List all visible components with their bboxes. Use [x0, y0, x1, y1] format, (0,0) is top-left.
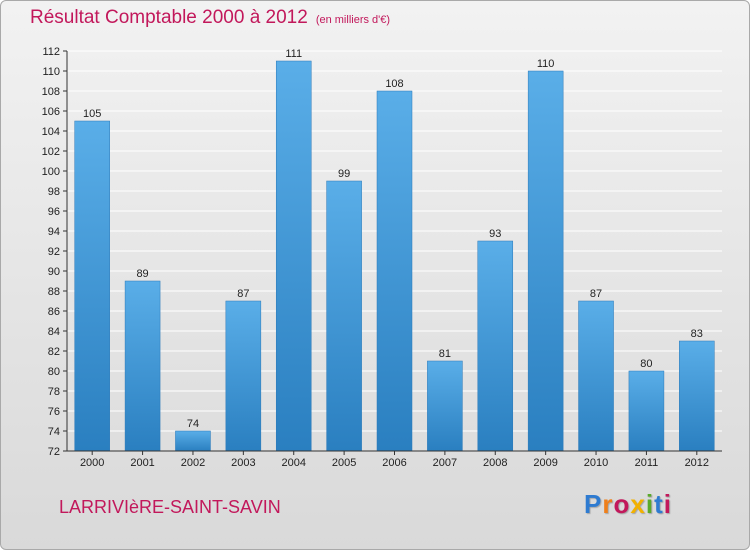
y-tick-label: 78	[48, 386, 60, 398]
data-label: 110	[537, 58, 555, 70]
bar-2011	[628, 370, 665, 452]
bars	[74, 60, 715, 452]
data-label: 74	[187, 418, 199, 430]
chart-subtitle: (en milliers d'€)	[315, 14, 391, 26]
y-tick-label: 98	[48, 186, 60, 198]
bar-2001	[124, 280, 161, 452]
y-tick-label: 112	[42, 46, 60, 58]
y-tick-label: 92	[48, 246, 60, 258]
data-label: 89	[136, 268, 148, 280]
logo-letter: t	[654, 489, 664, 519]
data-label: 87	[237, 288, 249, 300]
y-tick-label: 90	[48, 266, 60, 278]
bar-2006	[376, 90, 413, 452]
logo-letter: o	[613, 489, 631, 519]
y-tick-label: 74	[48, 426, 60, 438]
bar-2009	[527, 70, 564, 452]
logo-letter: i	[663, 489, 672, 519]
x-tick-label: 2001	[130, 457, 154, 469]
x-tick-label: 2004	[281, 457, 305, 469]
logo-letter: P	[584, 489, 603, 519]
y-tick-label: 82	[48, 346, 60, 358]
y-tick-label: 100	[42, 166, 60, 178]
y-tick-label: 96	[48, 206, 60, 218]
data-label: 99	[338, 168, 350, 180]
logo-letter: r	[602, 489, 614, 519]
y-tick-label: 104	[42, 126, 60, 138]
x-tick-label: 2005	[332, 457, 356, 469]
x-tick-label: 2000	[80, 457, 104, 469]
x-tick-label: 2011	[635, 457, 659, 469]
y-tick-label: 72	[48, 446, 60, 458]
data-label: 81	[439, 348, 451, 360]
y-tick-label: 88	[48, 286, 60, 298]
x-tick-label: 2002	[181, 457, 205, 469]
y-tick-label: 110	[42, 66, 60, 78]
y-tick-label: 84	[48, 326, 60, 338]
bar-2007	[427, 360, 463, 452]
bar-2004	[275, 60, 312, 452]
x-tick-label: 2009	[533, 457, 557, 469]
bar-2012	[679, 340, 715, 452]
bar-2002	[175, 430, 211, 452]
y-tick-label: 76	[48, 406, 60, 418]
y-tick-label: 102	[42, 146, 60, 158]
axes: 72 74 76 78 80 82 84 86 88 90 92 94 96 98 100 102 104 106…	[42, 46, 722, 469]
chart-title-text: Résultat Comptable 2000 à 2012	[30, 7, 308, 28]
x-tick-label: 2010	[584, 457, 608, 469]
x-tick-label: 2008	[483, 457, 507, 469]
bar-2003	[225, 300, 262, 452]
bar-2005	[326, 180, 362, 452]
x-tick-label: 2007	[433, 457, 457, 469]
data-label: 83	[691, 328, 703, 340]
y-tick-label: 94	[48, 226, 60, 238]
data-labels: 105 89 74 87 111 99 108 81 93 110 87 80 83	[83, 48, 703, 430]
logo-letter: i	[645, 489, 655, 519]
x-tick-label: 2003	[231, 457, 255, 469]
data-label: 105	[83, 108, 101, 120]
y-tick-label: 106	[42, 106, 60, 118]
y-tick-label: 108	[42, 86, 60, 98]
y-tick-label: 86	[48, 306, 60, 318]
data-label: 80	[640, 358, 652, 370]
data-label: 108	[385, 78, 403, 90]
data-label: 111	[285, 48, 302, 60]
data-label: 87	[590, 288, 602, 300]
bar-2000	[74, 120, 110, 452]
data-label: 93	[489, 228, 501, 240]
x-tick-label: 2006	[382, 457, 406, 469]
chart-title: Résultat Comptable 2000 à 2012 (en millie…	[30, 7, 390, 29]
bar-2010	[578, 300, 614, 452]
place-name: LARRIVIèRE-SAINT-SAVIN	[59, 497, 281, 517]
y-tick-label: 80	[48, 366, 60, 378]
bar-2008	[477, 240, 514, 452]
logo-letter: x	[630, 489, 646, 519]
proxiti-logo: Proxiti	[584, 489, 672, 520]
x-tick-label: 2012	[685, 457, 709, 469]
